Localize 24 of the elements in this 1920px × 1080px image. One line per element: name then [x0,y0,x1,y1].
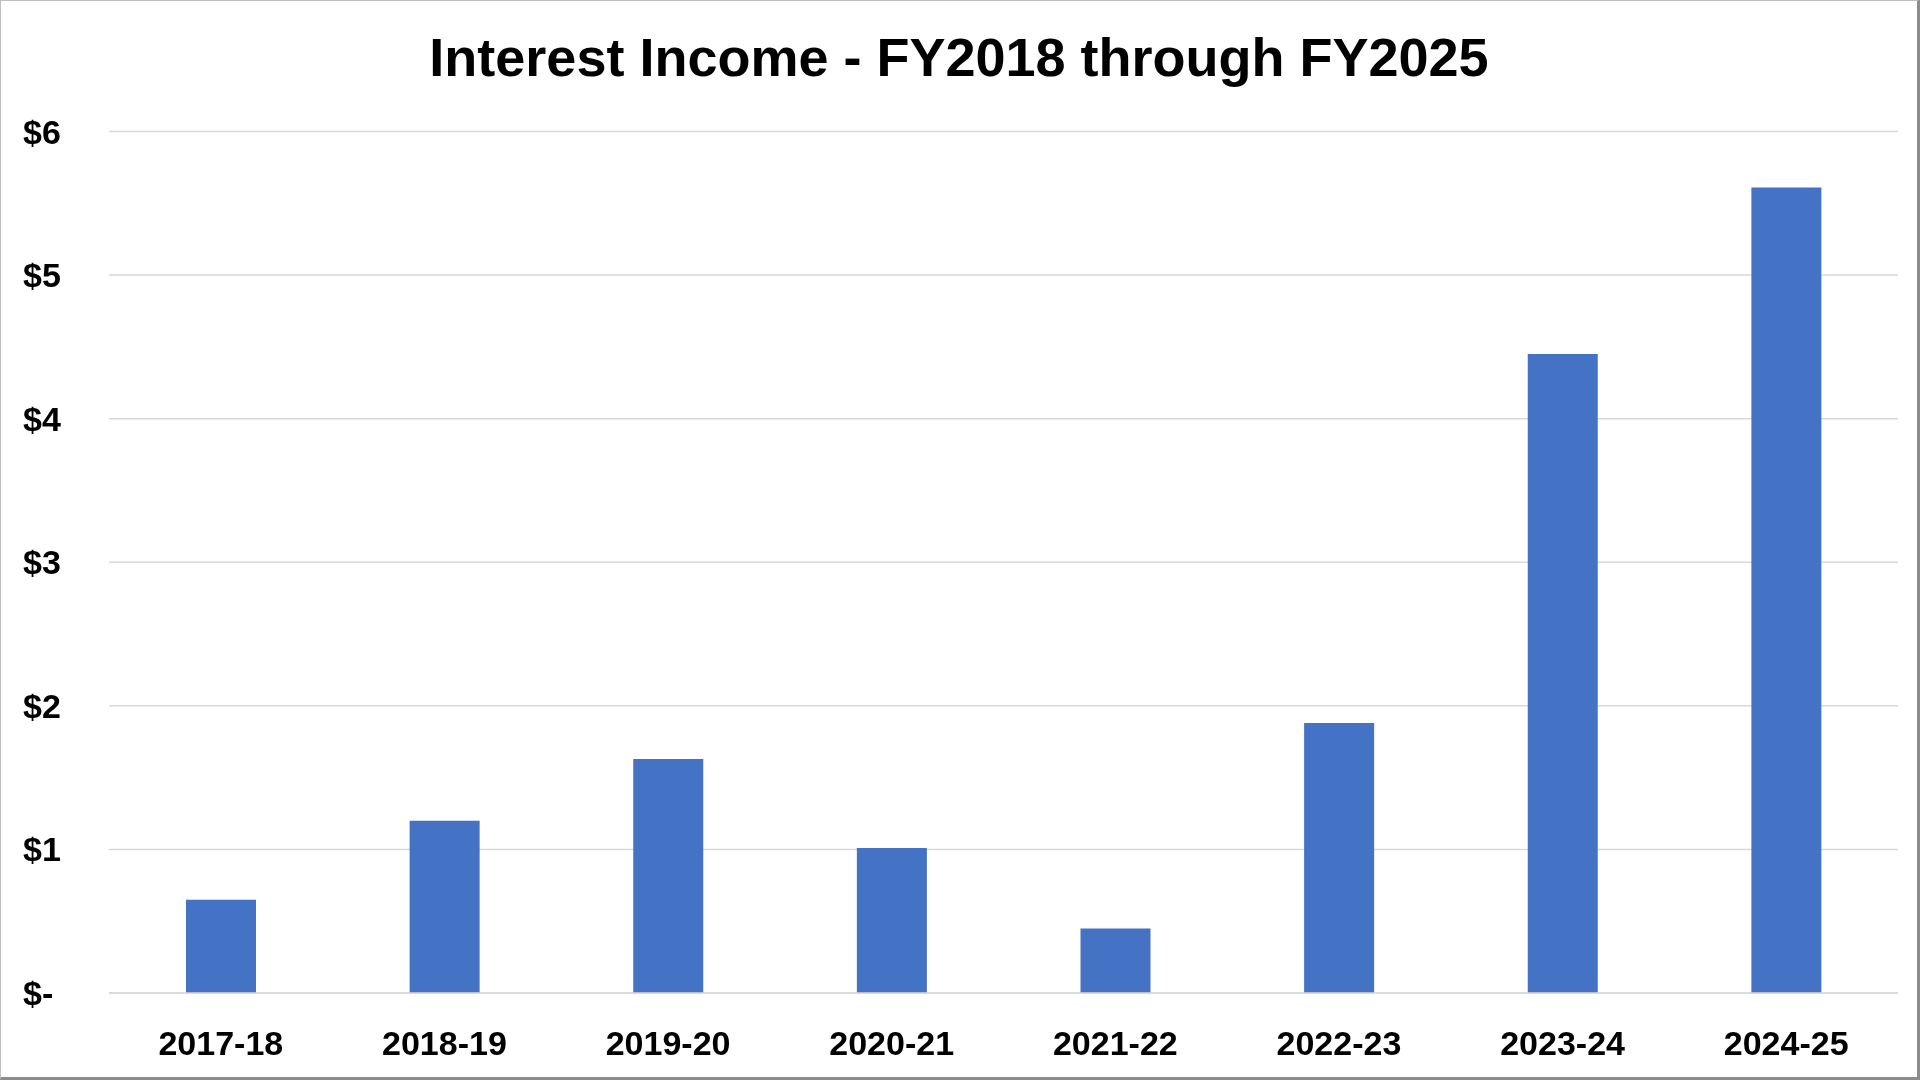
chart-title: Interest Income - FY2018 through FY2025 [428,27,1490,87]
y-tick-label: $2 [23,686,61,725]
y-tick-label: $5 [23,256,61,295]
y-tick-label: $6 [23,112,61,151]
bar [1751,187,1822,993]
y-tick-label: $3 [23,543,61,582]
bar [409,820,480,993]
x-tick-label: 2018-19 [382,1024,507,1063]
x-tick-label: 2024-25 [1723,1024,1849,1063]
y-tick-label: $1 [23,830,61,869]
bar [856,847,927,993]
bar [186,899,256,993]
y-tick-label: $4 [23,399,61,438]
bar [633,758,704,993]
bar [1080,928,1151,993]
bar [1304,723,1375,993]
y-tick-label: $- [23,974,54,1013]
x-tick-label: 2023-24 [1500,1024,1626,1063]
bar [1527,354,1598,993]
x-tick-label: 2022-23 [1276,1024,1402,1063]
x-tick-label: 2020-21 [829,1024,955,1063]
x-tick-label: 2019-20 [605,1024,731,1063]
x-tick-label: 2021-22 [1052,1024,1178,1063]
x-tick-label: 2017-18 [158,1024,284,1063]
